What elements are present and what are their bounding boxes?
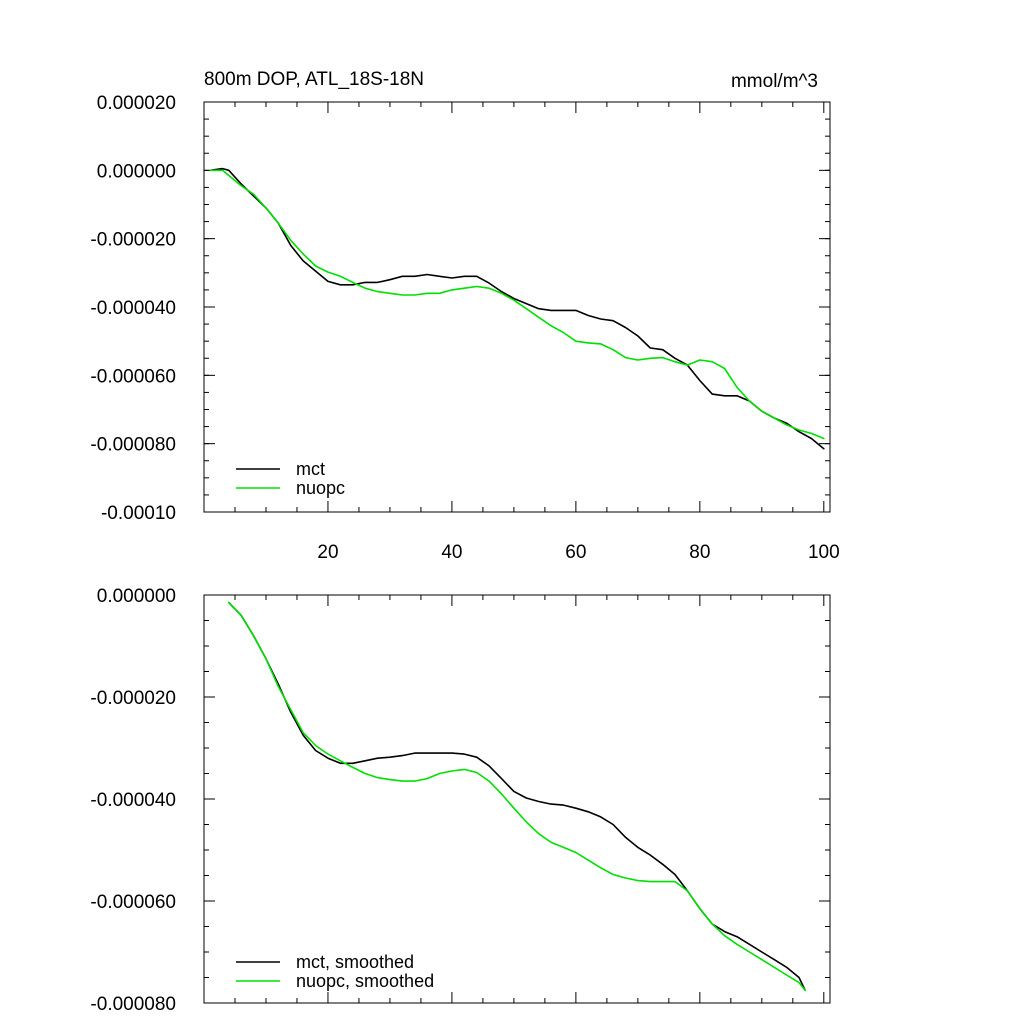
plot-frame [203, 101, 831, 513]
y-tick-label: -0.000060 [90, 366, 176, 387]
x-tick-label: 80 [689, 542, 710, 563]
plot-frame [203, 594, 831, 1004]
chart-title: 800m DOP, ATL_18S-18N [204, 69, 424, 90]
y-tick-label: -0.000080 [90, 435, 176, 456]
y-tick-label: -0.000040 [90, 298, 176, 319]
x-tick-label: 60 [565, 542, 586, 563]
y-tick-label: 0.000020 [97, 93, 176, 114]
series-line-mct [209, 167, 825, 450]
chart-units: mmol/m^3 [731, 71, 818, 92]
y-tick-label: 0.000000 [97, 586, 176, 607]
series-line-mct-smoothed [228, 601, 807, 992]
y-tick-label: 0.000000 [97, 161, 176, 182]
x-tick-label: 20 [317, 542, 338, 563]
y-tick-label: -0.000040 [90, 790, 176, 811]
legend-label: mct, smoothed [296, 952, 414, 972]
chart-panel-bottom: 0.000000 -0.000020 -0.000040 -0.000060 -0.00… [90, 586, 831, 1015]
legend-label: nuopc, smoothed [296, 971, 434, 991]
legend-label: nuopc [296, 478, 345, 498]
chart-panel-top: 800m DOP, ATL_18S-18N mmol/m^3 0.0000200… [90, 69, 839, 563]
series-line-nuopc-smoothed [228, 601, 807, 992]
y-tick-label: -0.000080 [90, 994, 176, 1015]
plot-area-bottom: 0.000000 -0.000020 -0.000040 -0.000060 -0.00… [90, 586, 831, 1015]
y-tick-label: -0.00010 [101, 503, 176, 524]
legend-label: mct [296, 459, 325, 479]
series-line-nuopc [209, 169, 825, 440]
plot-area-top: 0.000020 0.000000 -0.000020 -0.000040 -0.000… [90, 93, 839, 563]
x-tick-label: 100 [808, 542, 840, 563]
y-tick-label: -0.000020 [90, 230, 176, 251]
x-tick-label: 40 [441, 542, 462, 563]
y-tick-label: -0.000060 [90, 892, 176, 913]
y-tick-label: -0.000020 [90, 688, 176, 709]
